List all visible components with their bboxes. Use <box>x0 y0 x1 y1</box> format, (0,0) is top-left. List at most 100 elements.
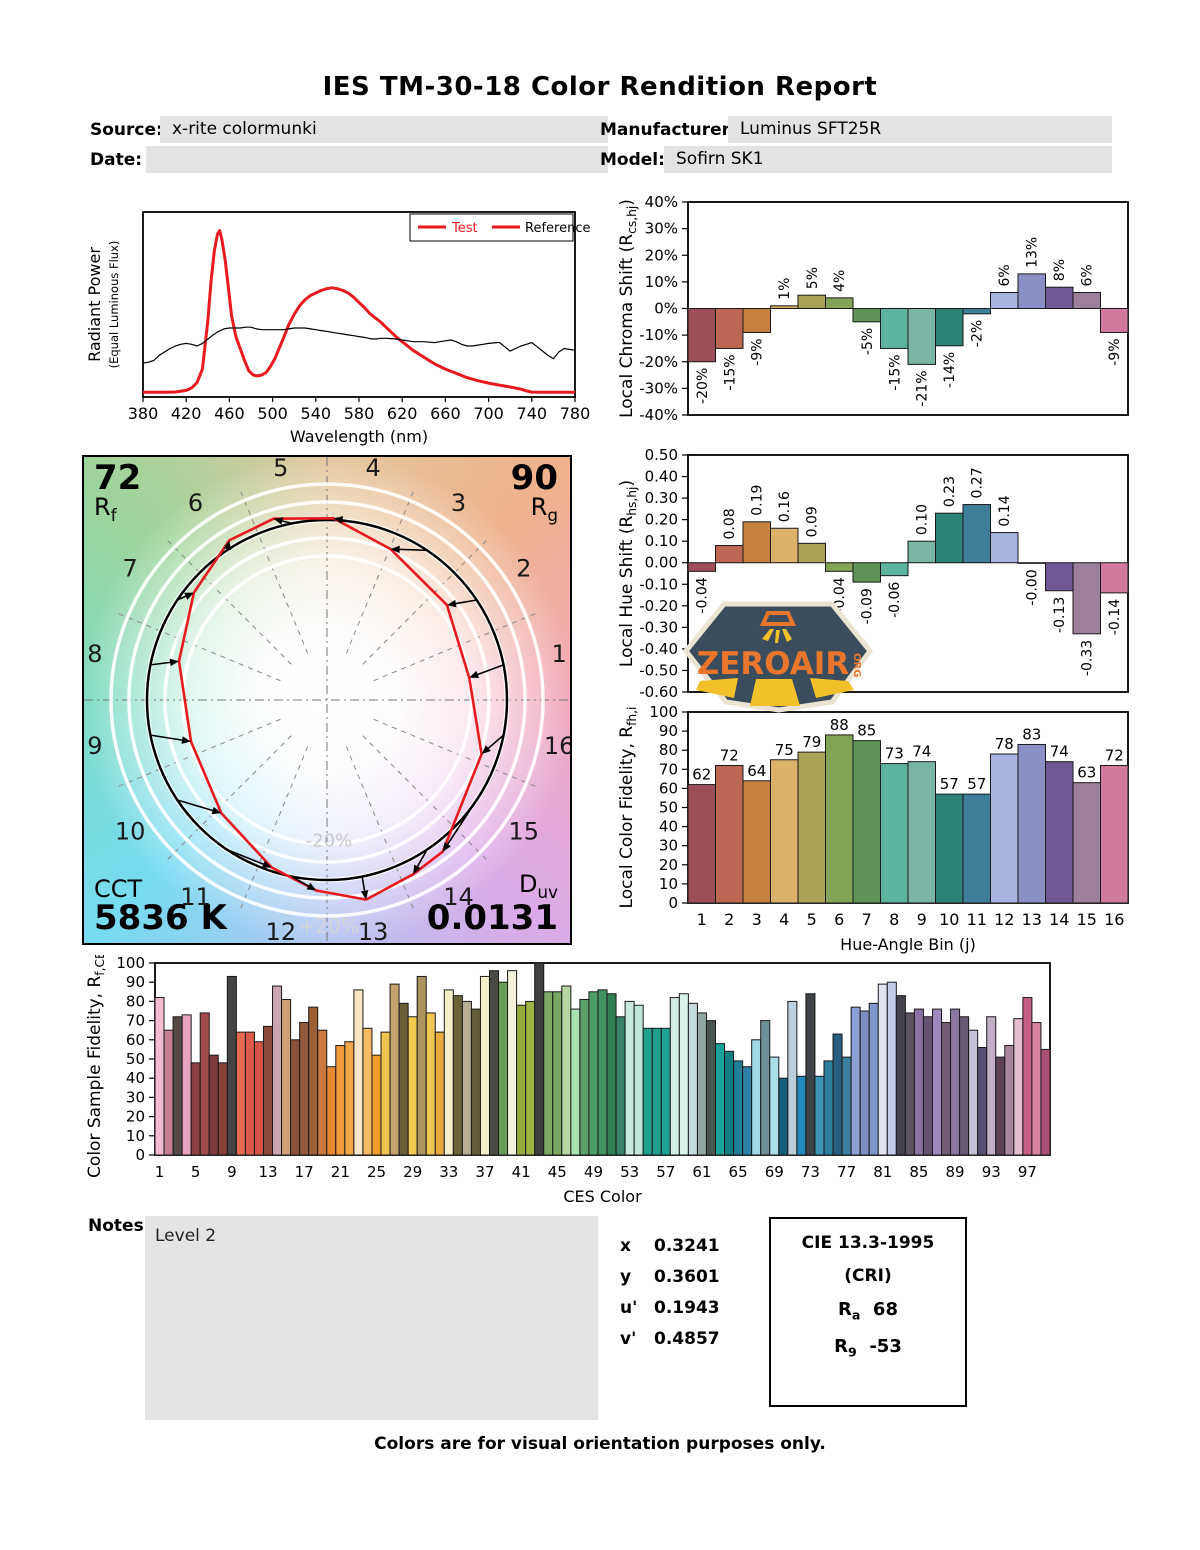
y-tick-label: 70 <box>126 1012 145 1030</box>
y-tick-label: -0.60 <box>639 683 678 701</box>
x-axis-title: CES Color <box>563 1187 642 1206</box>
y-axis-subtitle: (Equal Luminous Flux) <box>107 241 121 369</box>
model-label: Model: <box>600 150 665 170</box>
y-axis-title: Local Chroma Shift (Rcs,hj) <box>617 199 639 418</box>
shift-arrowhead <box>442 842 451 852</box>
bar-value-label: -0.09 <box>860 588 876 624</box>
bar <box>660 1027 671 1156</box>
footer-note: Colors are for visual orientation purpos… <box>374 1434 826 1454</box>
bin-number-label: 8 <box>87 640 102 668</box>
notes-box: Level 2 <box>145 1216 598 1420</box>
x-tick-label: 7 <box>862 910 872 929</box>
bar <box>262 1025 274 1156</box>
x-tick-label: 21 <box>331 1163 350 1181</box>
bar <box>907 761 936 904</box>
bar-value-label: -20% <box>695 368 711 404</box>
bar-value-label: 6% <box>997 264 1013 286</box>
bar-value-label: 0.14 <box>997 495 1013 526</box>
y-tick-label: 0.30 <box>645 489 678 507</box>
bar-value-label: -2% <box>970 320 986 347</box>
bar <box>579 998 590 1156</box>
y-tick-label: 20 <box>126 1108 145 1126</box>
y-axis-title: Radiant Power <box>85 247 104 362</box>
bar-value-label: 74 <box>1050 743 1069 761</box>
manufacturer-field: Luminus SFT25R <box>728 116 1112 143</box>
bar <box>651 1027 662 1156</box>
bar <box>877 983 888 1156</box>
logo-beam-center <box>750 679 800 706</box>
shift-arrowhead <box>181 736 191 744</box>
bar <box>880 562 909 577</box>
bar <box>1100 764 1129 904</box>
bar-value-label: 64 <box>747 762 766 780</box>
x-tick-label: 500 <box>257 404 288 423</box>
bin-boundary-line <box>345 746 415 912</box>
bar <box>852 740 881 904</box>
y-tick-label: 0.40 <box>645 468 678 486</box>
bar <box>642 1027 653 1156</box>
bar <box>742 521 771 564</box>
bar <box>1017 273 1046 309</box>
x-tick-label: 9 <box>227 1163 237 1181</box>
manufacturer-label: Manufacturer: <box>600 120 737 140</box>
y-tick-label: 80 <box>659 741 678 759</box>
y-tick-label: 60 <box>659 779 678 797</box>
y-tick-label: -0.40 <box>639 640 678 658</box>
ring-minus20-label: -20% <box>306 830 353 851</box>
bar <box>796 1075 807 1156</box>
shift-arrowhead <box>447 599 457 608</box>
cct-value: 5836 K <box>94 898 227 938</box>
bin-boundary-line <box>115 718 281 788</box>
shift-arrow <box>226 848 264 865</box>
cri-title: CIE 13.3-1995 <box>801 1233 935 1253</box>
x-tick-label: 97 <box>1018 1163 1037 1181</box>
bar <box>742 780 771 904</box>
bar-value-label: 5% <box>805 267 821 289</box>
shift-arrowhead <box>333 516 344 524</box>
shift-arrowhead <box>469 670 480 679</box>
bar-value-label: 0.19 <box>750 485 766 516</box>
bin-number-label: 4 <box>366 457 381 482</box>
y-tick-label: 0 <box>135 1146 145 1164</box>
x-tick-label: 540 <box>301 404 332 423</box>
bar <box>696 1012 707 1156</box>
bar <box>895 995 906 1156</box>
y-tick-label: 20% <box>645 246 678 264</box>
bar-value-label: 8% <box>1052 259 1068 281</box>
bin-number-label: 14 <box>443 883 474 911</box>
y-tick-label: 0% <box>654 300 678 318</box>
bar <box>935 308 964 347</box>
y-tick-label: -10% <box>639 326 678 344</box>
x-tick-label: 11 <box>967 910 987 929</box>
percent-ring <box>181 554 473 846</box>
bar <box>561 985 572 1156</box>
bar <box>832 1033 843 1156</box>
bar <box>687 784 716 904</box>
bar-value-label: 0.08 <box>722 508 738 539</box>
y-tick-label: 80 <box>126 992 145 1010</box>
bar <box>461 1000 472 1156</box>
bar <box>751 1039 762 1156</box>
duv-label: Duv <box>518 870 558 903</box>
bar <box>742 308 771 333</box>
bar-value-label: -15% <box>887 354 903 390</box>
bar <box>907 540 936 564</box>
legend-reference-label: Reference <box>525 221 590 236</box>
bar <box>272 985 283 1156</box>
coord-value: 0.4857 <box>654 1329 720 1349</box>
bar-value-label: 78 <box>995 735 1014 753</box>
x-tick-label: 10 <box>939 910 959 929</box>
bar-value-label: 74 <box>912 743 931 761</box>
shift-arrow <box>150 734 183 741</box>
chromaticity-row: x 0.3241 <box>620 1236 760 1256</box>
bar <box>1031 1022 1042 1156</box>
logo-org-text: ORG <box>851 653 862 677</box>
bar-value-label: -14% <box>942 352 958 388</box>
bar <box>950 1008 961 1156</box>
y-tick-label: 100 <box>116 955 145 972</box>
bar <box>407 1016 418 1156</box>
bar <box>163 1029 174 1156</box>
bin-boundary-line <box>362 735 489 862</box>
bar <box>742 1066 753 1156</box>
logo-ray-mid <box>775 630 780 643</box>
